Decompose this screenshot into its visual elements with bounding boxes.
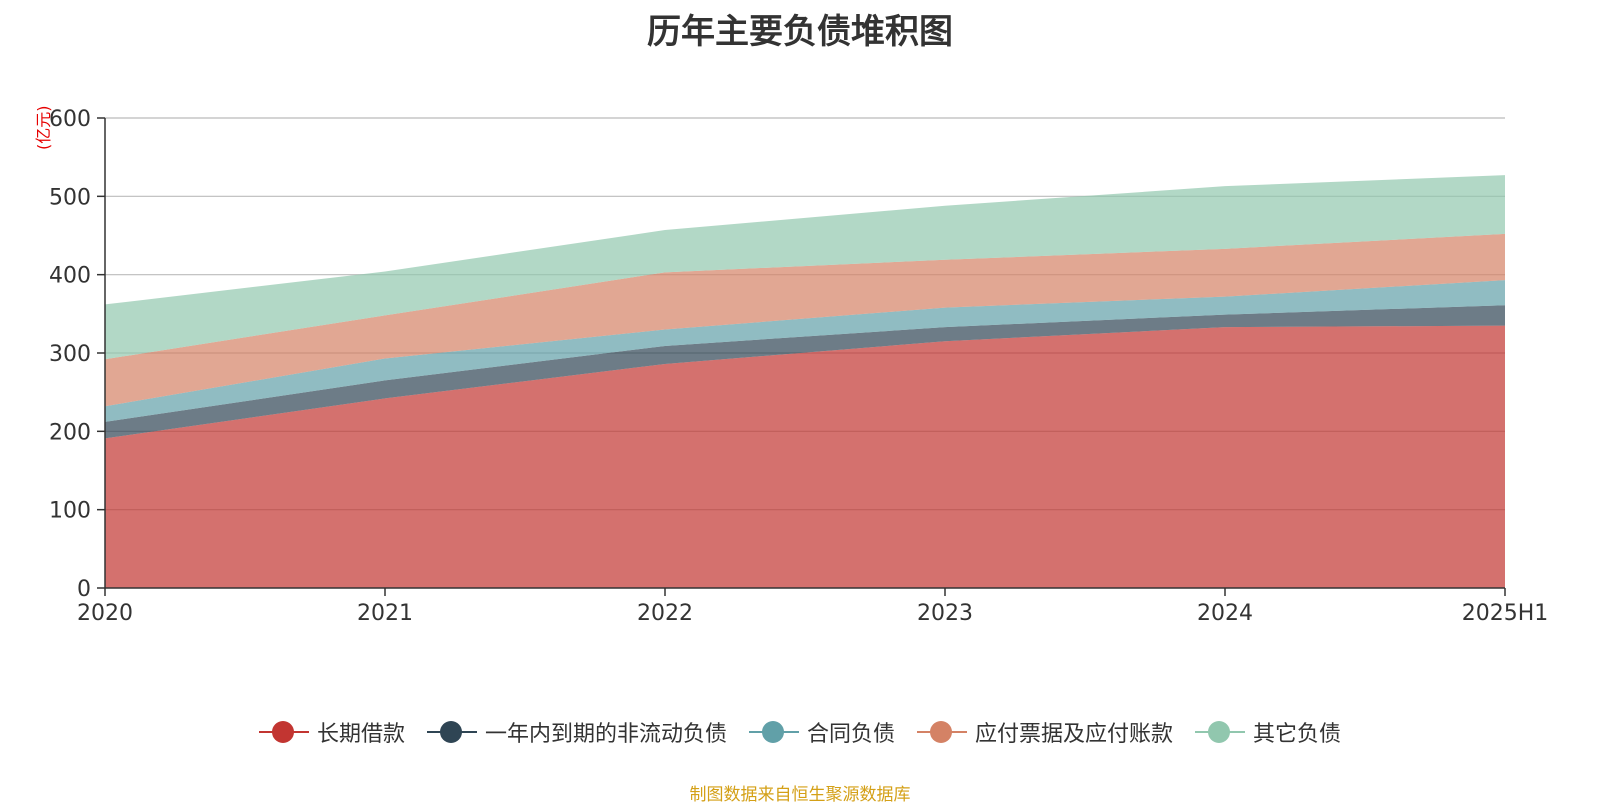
data-source-note: 制图数据来自恒生聚源数据库 <box>689 785 911 805</box>
legend-marker <box>426 720 477 744</box>
stacked-area-chart: 0 100 200 300 400 500 600 2020 2021 2022 2023 2024 2… <box>49 107 1548 626</box>
legend-label: 一年内到期的非流动负债 <box>484 722 727 747</box>
legend-label: 应付票据及应付账款 <box>975 722 1174 747</box>
y-tick-label: 200 <box>49 420 91 445</box>
x-tick-label: 2024 <box>1197 601 1253 626</box>
area-series-2 <box>105 280 1505 422</box>
legend-marker <box>1195 720 1246 744</box>
area-series-4 <box>105 175 1505 360</box>
legend-label: 合同负债 <box>806 722 895 747</box>
legend-label: 其它负债 <box>1253 722 1342 747</box>
y-tick-label: 300 <box>49 342 91 367</box>
axes <box>97 117 1506 596</box>
legend-label: 长期借款 <box>316 722 405 747</box>
legend-marker <box>748 720 799 744</box>
legend-item-2[interactable]: 合同负债 <box>748 716 895 748</box>
x-tick-label: 2025H1 <box>1462 601 1549 626</box>
legend-item-1[interactable]: 一年内到期的非流动负债 <box>426 716 727 748</box>
tick-labels: 0 100 200 300 400 500 600 2020 2021 2022 2023 2024 2… <box>49 107 1548 626</box>
x-tick-label: 2023 <box>917 601 973 626</box>
area-series-0 <box>105 325 1505 588</box>
y-tick-label: 600 <box>49 107 91 132</box>
legend-item-3[interactable]: 应付票据及应付账款 <box>917 716 1173 748</box>
legend-marker <box>917 720 967 744</box>
area-series-1 <box>105 305 1505 439</box>
y-tick-label: 100 <box>49 499 91 524</box>
area-series <box>105 175 1505 588</box>
x-tick-label: 2021 <box>357 601 413 626</box>
x-tick-label: 2022 <box>637 601 693 626</box>
legend: 长期借款 一年内到期的非流动负债 合同负债 应付票据及应付账款 其它负债 <box>0 716 1600 748</box>
chart-title: 历年主要负债堆积图 <box>647 12 953 52</box>
y-tick-label: 400 <box>49 264 91 289</box>
y-tick-label: 500 <box>49 185 91 210</box>
legend-item-4[interactable]: 其它负债 <box>1195 716 1341 748</box>
x-tick-label: 2020 <box>77 601 133 626</box>
legend-marker <box>258 720 309 744</box>
y-tick-label: 0 <box>77 577 91 602</box>
legend-item-0[interactable]: 长期借款 <box>258 716 405 748</box>
area-series-3 <box>105 233 1505 407</box>
